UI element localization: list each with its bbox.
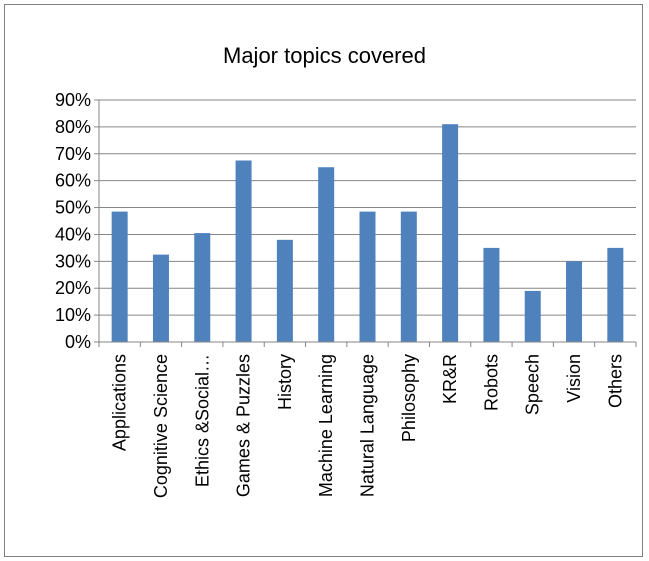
bars [111,124,624,342]
chart-area: Major topics covered 0% 10% 20% 30% 40% 50% 60… [4,4,643,557]
x-tick-label: History [275,354,295,410]
bar [111,211,128,342]
x-tick-label: Speech [523,354,543,415]
x-tick-label: Natural Language [358,354,378,497]
x-tick-label: Philosophy [399,354,419,442]
y-tick-label: 20% [55,278,91,298]
bar [607,247,624,342]
y-tick-label: 90% [55,90,91,110]
y-tick-label: 70% [55,144,91,164]
bar [318,167,335,342]
x-tick-label: Robots [481,354,501,411]
chart-title: Major topics covered [223,43,426,68]
axes [94,99,637,347]
x-tick-label: Machine Learning [316,354,336,497]
x-tick-labels: Applications Cognitive Science Ethics &Soc… [110,354,626,498]
x-tick-label: Applications [110,354,130,451]
y-tick-label: 60% [55,171,91,191]
bar [152,254,169,342]
y-tick-label: 40% [55,224,91,244]
bar [400,211,417,342]
bar [194,233,211,342]
y-tick-label: 50% [55,198,91,218]
bar [566,261,583,342]
bar [442,124,459,342]
x-tick-label: KR&R [440,354,460,404]
bar [359,211,376,342]
x-tick-label: Vision [564,354,584,403]
y-tick-label: 0% [65,332,91,352]
bar [276,239,293,342]
bar [235,160,252,342]
bar-chart: 0% 10% 20% 30% 40% 50% 60% 70% 80% 90% Applicatio… [55,90,637,498]
y-tick-label: 80% [55,117,91,137]
x-tick-label: Others [605,354,625,408]
y-tick-label: 10% [55,305,91,325]
y-tick-labels: 0% 10% 20% 30% 40% 50% 60% 70% 80% 90% [55,90,91,352]
x-tick-label: Games & Puzzles [234,354,254,497]
y-tick-label: 30% [55,251,91,271]
bar [483,247,500,342]
bar [524,290,541,342]
x-tick-label: Ethics &Social… [192,354,212,487]
x-tick-label: Cognitive Science [151,354,171,498]
